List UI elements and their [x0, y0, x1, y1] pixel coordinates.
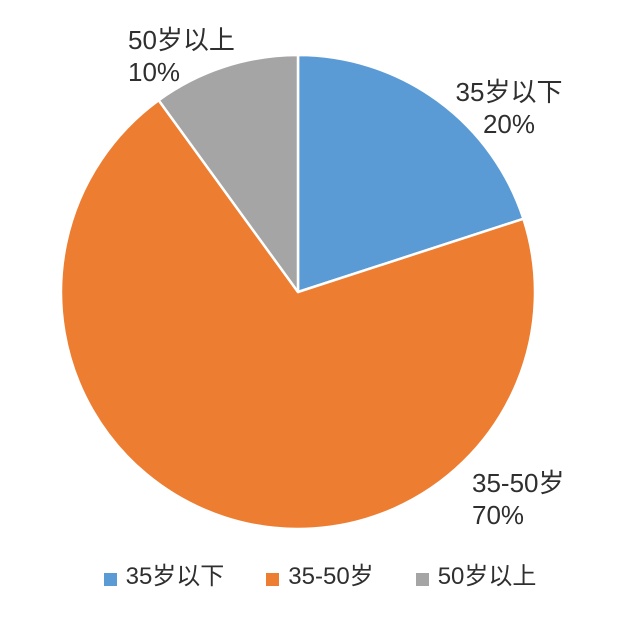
slice-label-category: 35岁以下: [455, 77, 563, 107]
slice-label-category: 50岁以上: [128, 25, 235, 55]
legend: 35岁以下 35-50岁 50岁以上: [0, 563, 640, 591]
legend-swatch-blue-icon: [103, 572, 117, 586]
slice-label-over-50: 50岁以上 10%: [128, 24, 235, 88]
legend-label: 35岁以下: [125, 563, 225, 590]
legend-label: 35-50岁: [288, 563, 374, 590]
legend-label: 50岁以上: [437, 563, 537, 590]
slice-label-percent: 20%: [482, 109, 536, 139]
pie-slice-2: [157, 53, 300, 294]
legend-item-under-35: 35岁以下: [103, 563, 225, 591]
slice-label-35-to-50: 35-50岁 70%: [472, 467, 565, 531]
pie-slice-0: [296, 53, 525, 294]
slice-label-percent: 10%: [128, 57, 181, 87]
pie-slice-1: [59, 99, 537, 531]
slice-label-percent: 70%: [472, 500, 525, 530]
slice-label-category: 35-50岁: [472, 468, 565, 498]
legend-item-over-50: 50岁以上: [415, 563, 537, 591]
legend-swatch-orange-icon: [266, 572, 280, 586]
legend-swatch-gray-icon: [415, 572, 429, 586]
legend-item-35-to-50: 35-50岁: [266, 563, 374, 591]
slice-label-under-35: 35岁以下 20%: [441, 76, 577, 140]
